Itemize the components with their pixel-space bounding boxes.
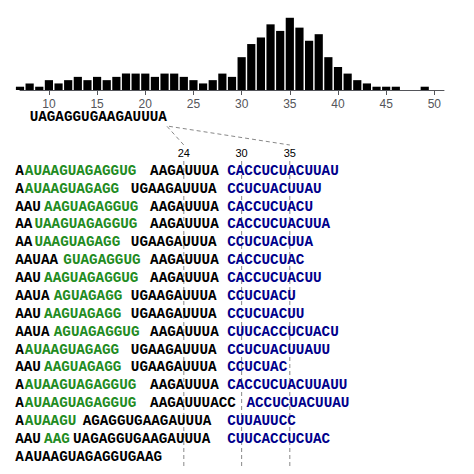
svg-text:CCUCUACUU: CCUCUACUU bbox=[227, 306, 304, 322]
svg-text:CACCUCUACU: CACCUCUACU bbox=[227, 199, 313, 215]
svg-text:AA: AA bbox=[15, 216, 33, 232]
svg-text:AUAAGUAGAGG: AUAAGUAGAGG bbox=[25, 181, 119, 197]
svg-text:AAGAUUUA: AAGAUUUA bbox=[150, 377, 219, 393]
svg-text:UAAGUAGAGG: UAAGUAGAGG bbox=[34, 234, 120, 250]
svg-text:A: A bbox=[15, 449, 24, 465]
svg-text:A: A bbox=[15, 377, 24, 393]
svg-text:A: A bbox=[15, 163, 24, 179]
svg-text:CCUCUACUUAUU: CCUCUACUUAUU bbox=[227, 342, 330, 358]
svg-text:AUAAGU: AUAAGU bbox=[25, 413, 76, 429]
svg-text:AAU: AAU bbox=[15, 431, 41, 447]
svg-text:AAG: AAG bbox=[44, 431, 70, 447]
svg-text:CCUCUAC: CCUCUAC bbox=[227, 359, 287, 375]
svg-text:35: 35 bbox=[284, 147, 296, 159]
svg-text:AAU: AAU bbox=[15, 270, 41, 286]
svg-text:24: 24 bbox=[178, 147, 190, 159]
svg-text:AAGUAGAGGUG: AAGUAGAGGUG bbox=[44, 270, 138, 286]
svg-text:CCUCUACUUAU: CCUCUACUUAU bbox=[227, 181, 321, 197]
svg-text:AAGUAGAGG: AAGUAGAGG bbox=[44, 306, 121, 322]
svg-text:AAGAUUUA: AAGAUUUA bbox=[150, 324, 219, 340]
svg-text:AAU: AAU bbox=[15, 359, 41, 375]
svg-text:AUAAGUAGAGG: AUAAGUAGAGG bbox=[25, 342, 119, 358]
svg-text:40: 40 bbox=[331, 97, 345, 111]
svg-text:CCUCUACU: CCUCUACU bbox=[227, 288, 296, 304]
svg-text:AGUAGAGGUG: AGUAGAGGUG bbox=[54, 324, 140, 340]
svg-text:CUUCACCUCUACU: CUUCACCUCUACU bbox=[227, 324, 339, 340]
svg-text:AUAAGUAGAGGUGAAG: AUAAGUAGAGGUGAAG bbox=[25, 449, 162, 465]
svg-text:AAGUAGAGGUG: AAGUAGAGGUG bbox=[44, 199, 138, 215]
svg-text:CACCUCUACUU: CACCUCUACUU bbox=[227, 270, 321, 286]
svg-text:25: 25 bbox=[187, 97, 201, 111]
svg-text:45: 45 bbox=[380, 97, 394, 111]
svg-text:UAAGUAGAGGUG: UAAGUAGAGGUG bbox=[34, 216, 137, 232]
svg-text:AAGAUUUA: AAGAUUUA bbox=[150, 163, 219, 179]
svg-text:15: 15 bbox=[90, 97, 104, 111]
svg-text:AAU: AAU bbox=[15, 199, 41, 215]
svg-text:GUAGAGGUG: GUAGAGGUG bbox=[63, 252, 140, 268]
svg-text:CUUCACCUCUAC: CUUCACCUCUAC bbox=[227, 431, 330, 447]
svg-text:AAGAUUUA: AAGAUUUA bbox=[150, 199, 219, 215]
svg-text:ACCUCUACUUAU: ACCUCUACUUAU bbox=[246, 395, 349, 411]
svg-text:UGAAGAUUUA: UGAAGAUUUA bbox=[131, 342, 217, 358]
svg-text:UGAAGAUUUA: UGAAGAUUUA bbox=[131, 288, 217, 304]
svg-text:AAGAUUUA: AAGAUUUA bbox=[150, 270, 219, 286]
svg-text:UAGAGGUGAAGAUUUA: UAGAGGUGAAGAUUUA bbox=[73, 431, 211, 447]
svg-text:10: 10 bbox=[42, 97, 56, 111]
svg-text:35: 35 bbox=[283, 97, 297, 111]
svg-text:A: A bbox=[15, 413, 24, 429]
svg-text:20: 20 bbox=[139, 97, 153, 111]
svg-text:A: A bbox=[15, 181, 24, 197]
svg-text:AUAAGUAGAGGUG: AUAAGUAGAGGUG bbox=[25, 377, 137, 393]
svg-text:UAGAGGUGAAGAUUUA: UAGAGGUGAAGAUUUA bbox=[30, 109, 168, 125]
svg-text:CACCUCUAC: CACCUCUAC bbox=[227, 252, 305, 268]
svg-text:A: A bbox=[15, 342, 24, 358]
svg-text:30: 30 bbox=[235, 97, 249, 111]
svg-text:50: 50 bbox=[428, 97, 442, 111]
svg-text:UGAAGAUUUA: UGAAGAUUUA bbox=[131, 234, 217, 250]
svg-text:AAGAUUUA: AAGAUUUA bbox=[150, 216, 219, 232]
svg-text:AAUA: AAUA bbox=[15, 288, 50, 304]
svg-text:AAU: AAU bbox=[15, 306, 41, 322]
svg-text:AAUAA: AAUAA bbox=[15, 252, 58, 268]
svg-text:AA: AA bbox=[15, 234, 33, 250]
svg-text:AGUAGAGG: AGUAGAGG bbox=[54, 288, 123, 304]
svg-text:AAGAUUUA: AAGAUUUA bbox=[150, 252, 219, 268]
svg-text:UGAAGAUUUA: UGAAGAUUUA bbox=[131, 306, 217, 322]
svg-text:30: 30 bbox=[236, 147, 248, 159]
svg-text:AGAGGUGAAGAUUUA: AGAGGUGAAGAUUUA bbox=[83, 413, 212, 429]
svg-text:CACCUCUACUUAU: CACCUCUACUUAU bbox=[227, 163, 339, 179]
svg-text:CCUCUACUUA: CCUCUACUUA bbox=[227, 234, 313, 250]
svg-text:CACCUCUACUUAUU: CACCUCUACUUAUU bbox=[227, 377, 347, 393]
svg-text:CUUAUUCC: CUUAUUCC bbox=[227, 413, 296, 429]
svg-text:A: A bbox=[15, 395, 24, 411]
svg-text:AUAAGUAGAGGUG: AUAAGUAGAGGUG bbox=[25, 395, 137, 411]
svg-text:UGAAGAUUUA: UGAAGAUUUA bbox=[131, 181, 217, 197]
svg-text:AAUA: AAUA bbox=[15, 324, 50, 340]
svg-text:UGAAGAUUUA: UGAAGAUUUA bbox=[131, 359, 217, 375]
svg-text:AAGAUUUACC: AAGAUUUACC bbox=[150, 395, 236, 411]
svg-text:AAGUAGAGG: AAGUAGAGG bbox=[44, 359, 121, 375]
svg-text:CACCUCUACUUA: CACCUCUACUUA bbox=[227, 216, 330, 232]
svg-text:AUAAGUAGAGGUG: AUAAGUAGAGGUG bbox=[25, 163, 137, 179]
